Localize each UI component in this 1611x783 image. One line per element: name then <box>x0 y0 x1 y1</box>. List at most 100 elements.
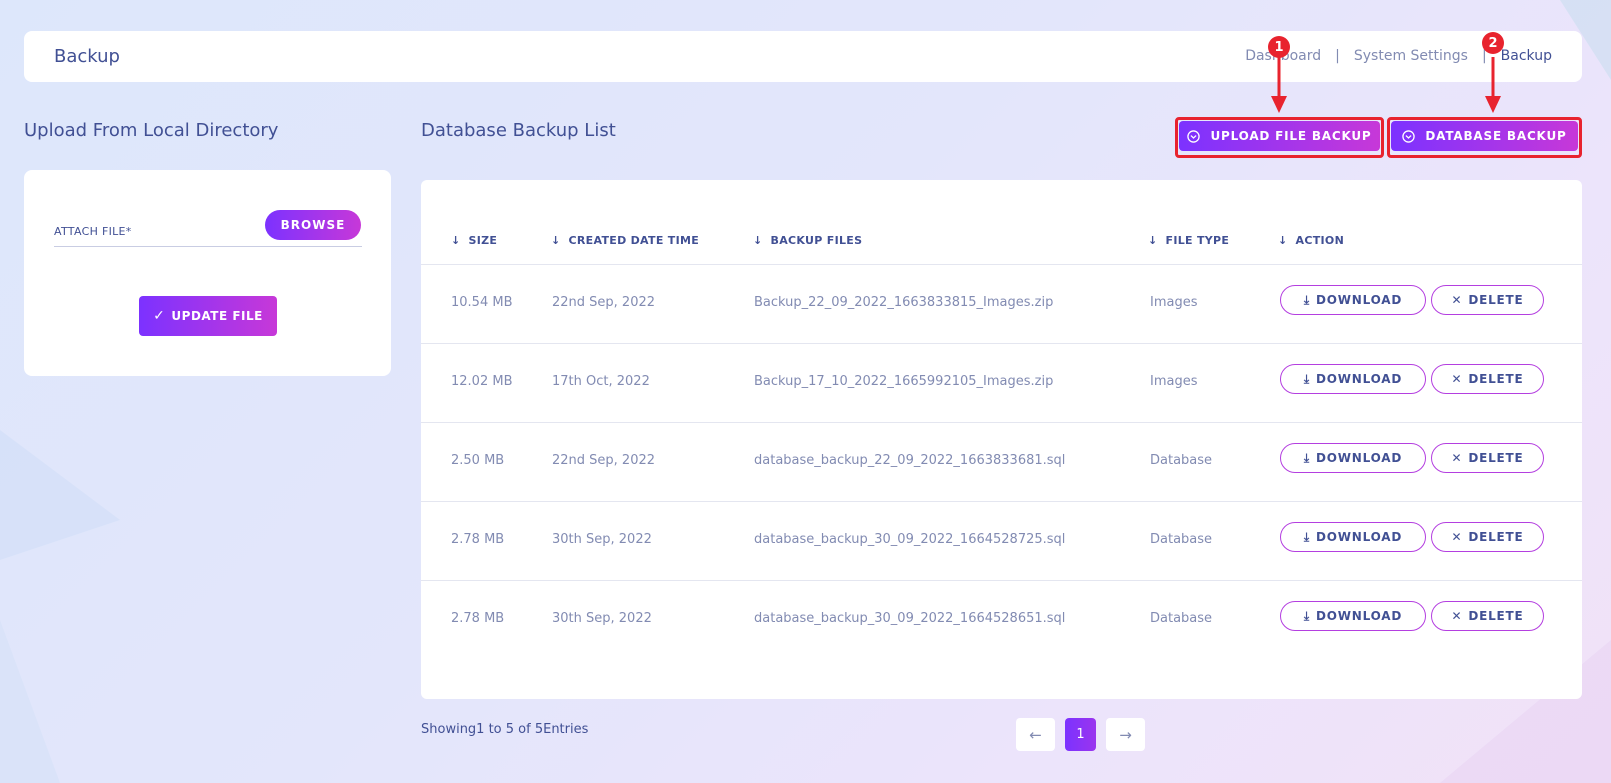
cell-file-type: Database <box>1150 453 1213 468</box>
delete-button[interactable]: ✕ DELETE <box>1431 443 1544 473</box>
highlight-upload-file-backup <box>1175 117 1384 158</box>
upload-section-title: Upload From Local Directory <box>24 120 279 141</box>
delete-label: DELETE <box>1468 372 1524 386</box>
upload-file-backup-label: UPLOAD FILE BACKUP <box>1210 129 1372 143</box>
column-header-created-date-time[interactable]: ↓ CREATED DATE TIME <box>551 234 699 247</box>
delete-label: DELETE <box>1468 609 1524 623</box>
check-icon: ✓ <box>153 308 166 324</box>
cell-size: 2.78 MB <box>451 532 505 547</box>
delete-button[interactable]: ✕ DELETE <box>1431 285 1544 315</box>
download-icon: ⤓ <box>1303 292 1310 307</box>
page-header: Backup Dashboard | System Settings | Bac… <box>24 31 1582 82</box>
breadcrumb-backup[interactable]: Backup <box>1500 48 1552 64</box>
arrow-down-icon: ↓ <box>451 234 461 247</box>
download-icon: ⤓ <box>1303 450 1310 465</box>
cell-file-type: Images <box>1150 374 1198 389</box>
close-icon: ✕ <box>1451 451 1463 465</box>
attach-file-field[interactable] <box>54 246 362 247</box>
arrow-down-icon: ↓ <box>753 234 763 247</box>
download-button[interactable]: ⤓ DOWNLOAD <box>1280 285 1426 315</box>
cell-created-date: 17th Oct, 2022 <box>552 374 650 389</box>
column-label: SIZE <box>468 234 498 247</box>
table-row: 10.54 MB 22nd Sep, 2022 Backup_22_09_2022_… <box>421 265 1582 344</box>
prev-page-button[interactable]: ← <box>1016 718 1055 751</box>
arrow-down-icon: ↓ <box>1148 234 1158 247</box>
delete-label: DELETE <box>1468 451 1524 465</box>
cell-backup-file: database_backup_30_09_2022_1664528725.sq… <box>754 532 1066 547</box>
column-label: FILE TYPE <box>1165 234 1230 247</box>
download-label: DOWNLOAD <box>1315 530 1403 544</box>
download-label: DOWNLOAD <box>1315 293 1403 307</box>
page-1-button[interactable]: 1 <box>1065 718 1096 751</box>
column-header-size[interactable]: ↓ SIZE <box>451 234 497 247</box>
delete-label: DELETE <box>1468 293 1524 307</box>
cell-created-date: 30th Sep, 2022 <box>552 611 652 626</box>
upload-card: ATTACH FILE* BROWSE ✓ UPDATE FILE <box>24 170 391 376</box>
close-icon: ✕ <box>1451 293 1463 307</box>
cell-file-type: Database <box>1150 611 1213 626</box>
download-icon: ⤓ <box>1303 529 1310 544</box>
download-button[interactable]: ⤓ DOWNLOAD <box>1280 364 1426 394</box>
cell-file-type: Images <box>1150 295 1198 310</box>
backup-table: ↓ SIZE ↓ CREATED DATE TIME ↓ BACKUP FILE… <box>421 180 1582 699</box>
close-icon: ✕ <box>1451 530 1463 544</box>
annotation-badge-1: 1 <box>1268 36 1290 58</box>
database-backup-label: DATABASE BACKUP <box>1425 129 1567 143</box>
download-button[interactable]: ⤓ DOWNLOAD <box>1280 443 1426 473</box>
column-label: CREATED DATE TIME <box>568 234 700 247</box>
cell-backup-file: database_backup_22_09_2022_1663833681.sq… <box>754 453 1066 468</box>
column-header-file-type[interactable]: ↓ FILE TYPE <box>1148 234 1229 247</box>
header-divider <box>421 264 1582 265</box>
upload-file-backup-button[interactable]: UPLOAD FILE BACKUP <box>1179 121 1380 151</box>
update-file-label: UPDATE FILE <box>171 309 263 323</box>
breadcrumb-separator: | <box>1335 48 1340 64</box>
update-file-button[interactable]: ✓ UPDATE FILE <box>139 296 277 336</box>
cell-backup-file: Backup_17_10_2022_1665992105_Images.zip <box>754 374 1054 389</box>
annotation-badge-2: 2 <box>1482 32 1504 54</box>
cell-backup-file: Backup_22_09_2022_1663833815_Images.zip <box>754 295 1054 310</box>
download-button[interactable]: ⤓ DOWNLOAD <box>1280 522 1426 552</box>
delete-button[interactable]: ✕ DELETE <box>1431 601 1544 631</box>
cell-size: 2.50 MB <box>451 453 505 468</box>
cell-created-date: 22nd Sep, 2022 <box>552 453 656 468</box>
arrow-right-icon: → <box>1119 725 1132 744</box>
chevron-circle-icon <box>1402 129 1416 143</box>
table-row: 2.78 MB 30th Sep, 2022 database_backup_30_… <box>421 581 1582 660</box>
cell-file-type: Database <box>1150 532 1213 547</box>
column-label: ACTION <box>1295 234 1345 247</box>
column-label: BACKUP FILES <box>770 234 863 247</box>
cell-backup-file: database_backup_30_09_2022_1664528651.sq… <box>754 611 1066 626</box>
arrow-left-icon: ← <box>1029 725 1042 744</box>
download-label: DOWNLOAD <box>1315 372 1403 386</box>
attach-file-label: ATTACH FILE* <box>54 225 132 238</box>
download-button[interactable]: ⤓ DOWNLOAD <box>1280 601 1426 631</box>
arrow-down-icon: ↓ <box>551 234 561 247</box>
breadcrumb-separator: | <box>1481 48 1487 64</box>
column-header-backup-files[interactable]: ↓ BACKUP FILES <box>753 234 862 247</box>
delete-button[interactable]: ✕ DELETE <box>1431 364 1544 394</box>
delete-button[interactable]: ✕ DELETE <box>1431 522 1544 552</box>
close-icon: ✕ <box>1451 609 1463 623</box>
highlight-database-backup <box>1387 117 1582 158</box>
cell-size: 2.78 MB <box>451 611 505 626</box>
browse-button[interactable]: BROWSE <box>265 210 361 240</box>
close-icon: ✕ <box>1451 372 1463 386</box>
page-title: Backup <box>54 46 120 67</box>
download-label: DOWNLOAD <box>1315 609 1403 623</box>
table-row: 2.78 MB 30th Sep, 2022 database_backup_30_… <box>421 502 1582 581</box>
table-row: 2.50 MB 22nd Sep, 2022 database_backup_22_… <box>421 423 1582 502</box>
download-label: DOWNLOAD <box>1315 451 1403 465</box>
cell-size: 12.02 MB <box>451 374 513 389</box>
download-icon: ⤓ <box>1303 608 1310 623</box>
database-backup-button[interactable]: DATABASE BACKUP <box>1391 121 1578 151</box>
table-row: 12.02 MB 17th Oct, 2022 Backup_17_10_2022_… <box>421 344 1582 423</box>
cell-created-date: 30th Sep, 2022 <box>552 532 652 547</box>
entries-summary: Showing1 to 5 of 5Entries <box>421 722 589 737</box>
chevron-circle-icon <box>1187 129 1201 143</box>
breadcrumb-system-settings[interactable]: System Settings <box>1353 48 1468 64</box>
next-page-button[interactable]: → <box>1106 718 1145 751</box>
delete-label: DELETE <box>1468 530 1524 544</box>
breadcrumb: Dashboard | System Settings | Backup <box>1245 48 1552 64</box>
cell-size: 10.54 MB <box>451 295 513 310</box>
column-header-action[interactable]: ↓ ACTION <box>1278 234 1344 247</box>
